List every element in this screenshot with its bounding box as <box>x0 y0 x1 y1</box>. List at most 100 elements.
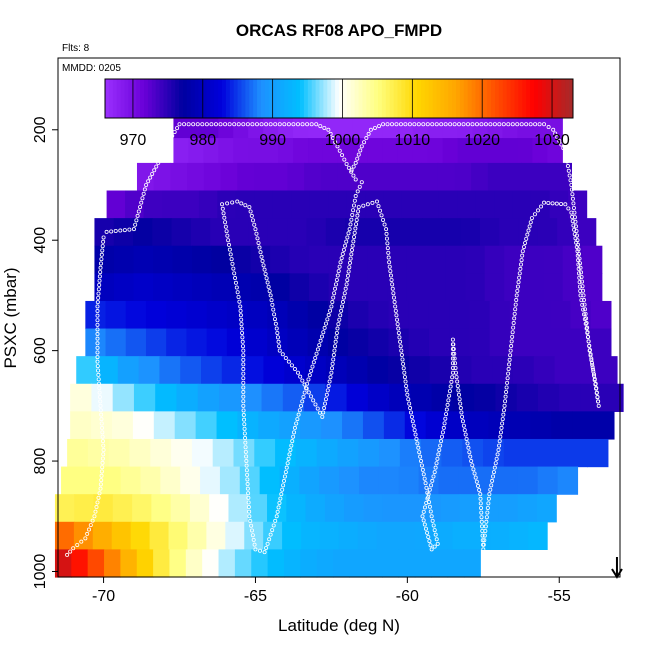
flight-track-point <box>275 509 280 514</box>
heatmap-cell <box>401 190 422 219</box>
flight-track-point <box>431 523 436 528</box>
flight-track-point <box>226 238 231 243</box>
flight-track-point <box>349 217 354 222</box>
flight-track-point <box>223 224 228 229</box>
flight-track-point <box>395 317 400 322</box>
flight-track-point <box>453 361 458 366</box>
flight-track-point <box>339 308 344 313</box>
flight-track-point <box>314 351 319 356</box>
colorbar-swatch <box>276 79 281 118</box>
heatmap-cell <box>566 438 588 468</box>
flight-track-point <box>432 528 437 533</box>
colorbar-swatch <box>264 79 270 118</box>
flight-track-point <box>486 501 491 506</box>
heatmap-cell <box>201 356 223 385</box>
heatmap-cell <box>211 273 232 302</box>
flight-track-point <box>274 514 279 519</box>
flight-track-point <box>394 313 399 318</box>
heatmap-cell <box>143 190 163 219</box>
flight-track-point <box>509 344 514 349</box>
flight-track-point <box>354 217 359 222</box>
heatmap-cell <box>395 521 416 550</box>
flight-track-point <box>288 448 293 453</box>
heatmap-cell <box>590 300 612 330</box>
flight-track-point <box>101 448 106 453</box>
flight-track-point <box>95 322 100 327</box>
flight-track-point <box>453 365 458 370</box>
colorbar-swatch <box>167 79 172 118</box>
flight-track-point <box>295 122 300 127</box>
flight-track-point <box>311 360 316 365</box>
heatmap-cell <box>345 218 365 247</box>
heatmap-cell <box>492 356 514 385</box>
flight-track-point <box>349 248 354 253</box>
colorbar-swatch <box>553 79 558 118</box>
flight-track-point <box>96 295 101 300</box>
flight-track-point <box>411 423 416 428</box>
flight-track-point <box>412 122 417 127</box>
flight-track-point <box>381 122 386 127</box>
heatmap-cell <box>247 300 268 330</box>
flight-track-point <box>220 202 225 207</box>
flight-track-point <box>573 224 578 229</box>
flight-track-point <box>451 347 456 352</box>
colorbar-swatch <box>397 79 402 118</box>
flight-track-point <box>309 394 314 399</box>
colorbar-swatch <box>534 79 539 118</box>
flight-track-point <box>95 327 100 332</box>
flight-track-point <box>232 122 237 127</box>
flight-track-point <box>436 452 441 457</box>
heatmap-cell <box>152 218 173 247</box>
heatmap-cell <box>70 411 92 440</box>
heatmap-cell <box>105 328 127 357</box>
x-tick-label: -65 <box>244 588 267 605</box>
heatmap-cell <box>248 138 264 167</box>
colorbar-swatch <box>214 79 219 118</box>
colorbar-swatch <box>374 79 379 118</box>
heatmap-cell <box>195 411 218 440</box>
flight-track-point <box>243 449 248 454</box>
heatmap-cell <box>346 356 368 385</box>
flight-track-point <box>344 239 349 244</box>
heatmap-cell <box>452 521 472 550</box>
heatmap-cell <box>189 494 210 523</box>
flight-track-point <box>331 353 336 358</box>
flight-track-point <box>306 377 311 382</box>
heatmap-cell <box>125 300 147 330</box>
heatmap-cell <box>414 549 432 578</box>
flight-track-point <box>425 496 430 501</box>
flight-track-point <box>463 432 468 437</box>
flight-track-point <box>307 373 312 378</box>
flight-track-point <box>275 330 280 335</box>
heatmap-cell <box>503 438 526 468</box>
flight-track-point <box>406 397 411 402</box>
heatmap-cell <box>428 328 450 357</box>
heatmap-cell <box>487 138 504 167</box>
flight-track-point <box>450 337 455 342</box>
flight-track-point <box>101 443 106 448</box>
flight-track-point <box>385 241 390 246</box>
flight-track-point <box>589 358 594 363</box>
flight-track-point <box>292 430 297 435</box>
flight-track-point <box>99 257 104 262</box>
flight-track-point <box>483 122 488 127</box>
flight-track-point <box>517 271 522 276</box>
flight-track-point <box>313 402 318 407</box>
flight-track-point <box>555 135 560 140</box>
heatmap-cell <box>226 300 248 330</box>
heatmap-cell <box>533 356 556 385</box>
flight-track-point <box>238 308 243 313</box>
heatmap-cell <box>304 162 322 192</box>
flight-track-point <box>330 366 335 371</box>
flight-track-point <box>113 228 118 233</box>
heatmap-cell <box>263 356 285 385</box>
flight-track-point <box>356 209 361 214</box>
flight-track-point <box>95 500 100 505</box>
flight-track-point <box>412 428 417 433</box>
flight-track-point <box>100 434 105 439</box>
flight-track-point <box>455 383 460 388</box>
flight-track-point <box>401 366 406 371</box>
flight-track-point <box>432 544 437 549</box>
colorbar-tick-label: 970 <box>120 132 147 149</box>
flight-track-point <box>425 530 430 535</box>
